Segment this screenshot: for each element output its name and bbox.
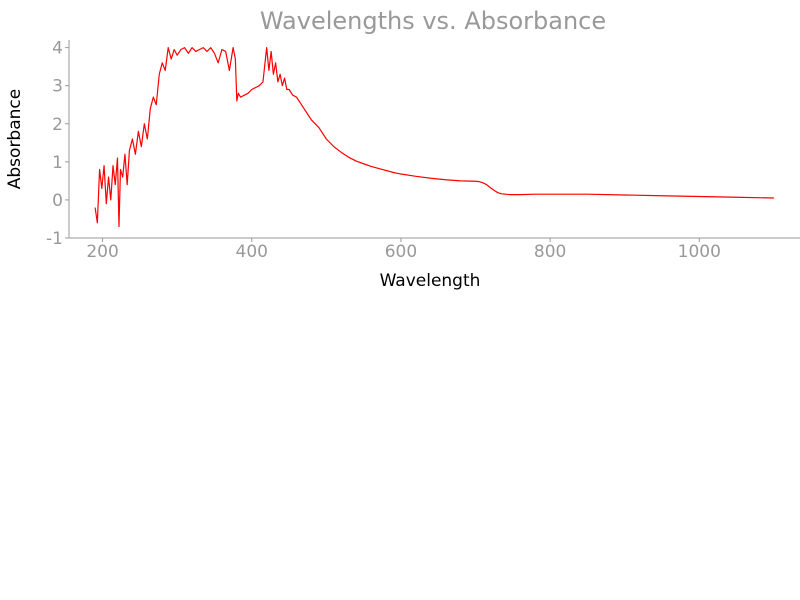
x-tick-label: 600	[385, 242, 417, 262]
chart-title: Wavelengths vs. Absorbance	[260, 7, 606, 35]
x-tick-label: 1000	[678, 242, 721, 262]
series-layer	[94, 47, 774, 228]
x-axis-label: Wavelength	[380, 271, 481, 291]
y-tick-label: 3	[52, 77, 63, 97]
y-tick-label: 4	[52, 39, 63, 59]
y-axis-label: Absorbance	[5, 89, 25, 189]
y-tick-label: 2	[52, 115, 63, 135]
y-tick-label: -1	[46, 229, 63, 249]
y-tick-label: 0	[52, 191, 63, 211]
x-tick-label: 400	[236, 242, 268, 262]
x-ticks: 200 400 600 800 1000	[86, 238, 721, 262]
x-tick-label: 800	[534, 242, 566, 262]
plot-area: 200 400 600 800 1000 -1 0 1 2 3 4	[46, 39, 800, 262]
x-tick-label: 200	[86, 242, 118, 262]
y-tick-label: 1	[52, 153, 63, 173]
y-ticks: -1 0 1 2 3 4	[46, 39, 69, 249]
absorbance-series-line	[94, 47, 774, 228]
